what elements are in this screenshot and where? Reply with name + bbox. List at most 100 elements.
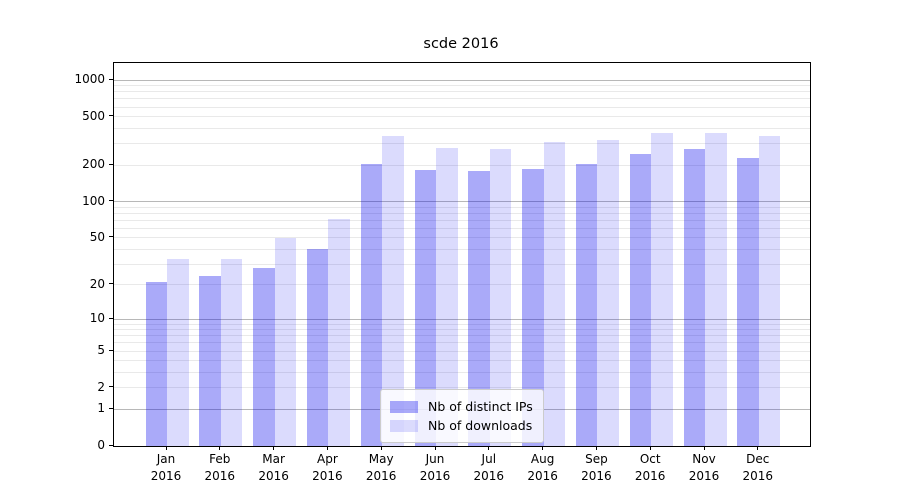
y-tick-label-20: 20 — [89, 276, 105, 291]
month-name: Jul — [481, 452, 497, 466]
bar-downloads-feb — [220, 259, 243, 446]
month-year: 2016 — [150, 469, 182, 483]
y-tick-label-0: 0 — [97, 438, 105, 452]
month-year: 2016 — [527, 469, 558, 483]
y-tick-5 — [109, 349, 113, 351]
gridline-600 — [114, 106, 810, 108]
gridline-400 — [114, 128, 810, 129]
gridline-4 — [114, 360, 810, 362]
bar-downloads-jun — [436, 148, 458, 446]
month-name: May — [368, 452, 394, 466]
month-year: 2016 — [312, 469, 343, 483]
gridline-80 — [114, 212, 810, 214]
gridline-60 — [114, 227, 810, 229]
month-year: 2016 — [419, 469, 451, 483]
y-tick-50 — [109, 236, 113, 238]
x-tick-jul — [488, 446, 490, 450]
legend-swatch-downloads — [390, 419, 418, 432]
bar-ips-mar — [253, 267, 275, 446]
x-tick-label-jul: Jul 2016 — [462, 451, 516, 485]
x-tick-jun — [434, 446, 436, 450]
x-tick-aug — [542, 446, 544, 450]
bar-ips-jan — [145, 282, 167, 446]
bar-downloads-mar — [274, 237, 297, 446]
bar-ips-jul — [468, 171, 490, 446]
month-name: Jan — [156, 452, 176, 466]
gridline-2 — [114, 387, 810, 389]
gridline-100 — [114, 201, 810, 202]
month-name: Nov — [692, 452, 716, 466]
bar-downloads-jul — [489, 148, 512, 446]
bar-downloads-jan — [167, 259, 189, 446]
y-tick-label-1000: 1000 — [74, 72, 105, 86]
x-tick-label-nov: Nov 2016 — [677, 451, 731, 485]
month-name: Mar — [262, 452, 285, 466]
y-tick-1 — [109, 407, 113, 409]
gridline-90 — [114, 206, 810, 208]
x-tick-label-mar: Mar 2016 — [247, 451, 301, 485]
gridline-200 — [114, 164, 810, 166]
x-tick-label-jun: Jun 2016 — [408, 451, 462, 485]
y-tick-label-50: 50 — [89, 229, 105, 244]
y-tick-500 — [109, 115, 113, 117]
bar-ips-nov — [683, 149, 705, 446]
bar-downloads-aug — [543, 142, 566, 446]
gridline-20 — [114, 284, 810, 286]
gridline-30 — [114, 263, 810, 265]
gridline-3 — [114, 372, 810, 374]
legend-item-downloads: Nb of downloads — [390, 416, 533, 435]
month-year: 2016 — [634, 469, 666, 483]
gridline-7 — [114, 335, 810, 337]
gridline-8 — [114, 329, 810, 331]
plot-area: Nb of distinct IPs Nb of downloads — [113, 62, 811, 447]
x-tick-label-aug: Aug 2016 — [516, 451, 570, 485]
gridline-700 — [114, 98, 810, 100]
gridline-6 — [114, 342, 810, 344]
month-name: Jun — [425, 452, 445, 466]
y-tick-10 — [109, 317, 113, 319]
x-tick-may — [380, 446, 382, 450]
month-name: Sep — [585, 452, 608, 466]
gridline-500 — [114, 116, 810, 118]
month-year: 2016 — [204, 469, 236, 483]
gridline-900 — [114, 85, 810, 87]
month-name: Aug — [530, 452, 555, 466]
y-tick-1000 — [109, 78, 113, 80]
bar-ips-jun — [414, 169, 436, 446]
legend-label-downloads: Nb of downloads — [428, 418, 533, 433]
y-tick-100 — [109, 200, 113, 201]
bar-ips-may — [360, 164, 383, 446]
bar-ips-apr — [306, 249, 329, 446]
x-tick-feb — [219, 446, 221, 450]
y-tick-label-2: 2 — [97, 379, 105, 394]
y-tick-label-200: 200 — [82, 157, 105, 172]
y-tick-label-100: 100 — [82, 193, 105, 208]
gridline-70 — [114, 219, 810, 221]
legend: Nb of distinct IPs Nb of downloads — [380, 389, 544, 443]
month-year: 2016 — [581, 469, 612, 483]
bar-ips-dec — [737, 157, 759, 446]
y-tick-label-1: 1 — [97, 401, 105, 416]
gridline-5 — [114, 350, 810, 352]
y-tick-2 — [109, 386, 113, 388]
gridline-1000 — [114, 79, 810, 81]
x-tick-jan — [165, 446, 167, 450]
gridline-40 — [114, 248, 810, 250]
gridline-800 — [114, 91, 810, 93]
legend-swatch-distinct-ips — [390, 400, 418, 413]
bar-ips-sep — [575, 164, 598, 446]
bar-ips-feb — [199, 275, 221, 446]
month-year: 2016 — [365, 469, 397, 483]
month-name: Oct — [639, 452, 661, 466]
x-tick-label-apr: Apr 2016 — [300, 451, 354, 485]
bar-downloads-sep — [597, 140, 619, 446]
y-tick-20 — [109, 283, 113, 285]
bar-ips-aug — [522, 169, 544, 446]
x-tick-oct — [649, 446, 651, 450]
x-tick-sep — [595, 446, 597, 450]
month-year: 2016 — [258, 469, 289, 483]
x-tick-label-jan: Jan 2016 — [139, 451, 193, 485]
legend-item-distinct-ips: Nb of distinct IPs — [390, 397, 533, 416]
chart-title: scde 2016 — [423, 36, 499, 52]
